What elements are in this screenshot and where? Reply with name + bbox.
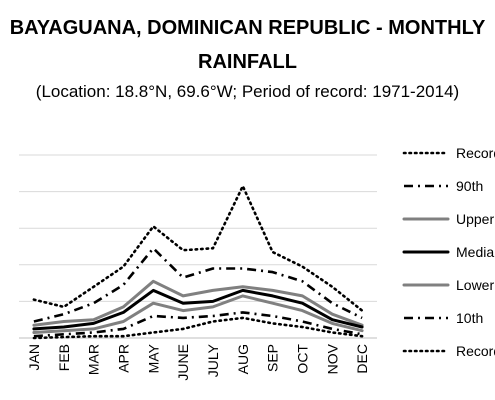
legend-label: 10th [456,310,483,326]
series-line-90th [33,247,363,323]
x-tick-labels: JAN FEB MAR APR MAY JUNE JULY AUG SEP OCT NOV DEC [26,343,370,380]
legend-label: 90th [456,178,483,194]
x-tick-label: JUNE [175,344,191,381]
chart-title-line2: RAINFALL [198,51,297,73]
x-tick-label: JULY [205,343,221,377]
legend-label: Record High [456,145,495,161]
series-line-record-low [32,316,364,340]
x-tick-label: SEP [265,344,281,372]
x-tick-label: NOV [324,343,340,374]
x-tick-label: OCT [294,344,310,374]
series-lines [32,184,364,340]
legend-label: Upper [456,211,494,227]
series-line-upper [32,279,364,327]
x-tick-label: MAR [86,344,102,375]
legend-label: Lower [456,277,494,293]
legend: Record High 90th Upper Median Lower 10th Recor… [402,145,495,359]
series-line-lower [32,294,364,334]
series-line-record-high [32,184,364,312]
x-tick-label: DEC [354,344,370,374]
x-tick-label: FEB [56,344,72,371]
x-tick-label: MAY [145,343,161,373]
legend-label: Record Low [456,343,495,359]
x-tick-label: AUG [235,344,251,374]
x-tick-label: JAN [26,344,42,370]
legend-label: Median [456,244,495,260]
series-line-10th [33,311,363,338]
series-line-median [32,288,364,331]
chart-title-line1: BAYAGUANA, DOMINICAN REPUBLIC - MONTHLY [9,17,486,39]
x-tick-label: APR [115,344,131,373]
chart-subtitle: (Location: 18.8°N, 69.6°W; Period of rec… [35,82,460,101]
